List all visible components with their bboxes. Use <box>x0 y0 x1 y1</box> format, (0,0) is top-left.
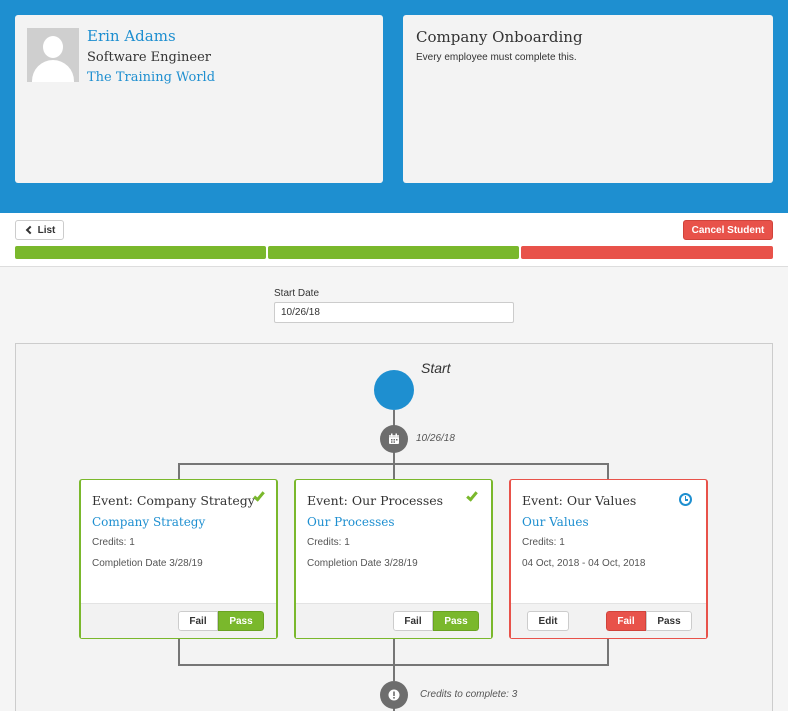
calendar-icon <box>389 433 399 444</box>
connector-line <box>178 664 609 666</box>
progress-segment-3 <box>521 246 773 259</box>
event-status <box>466 489 478 502</box>
fail-button[interactable]: Fail <box>606 611 646 631</box>
pass-button[interactable]: Pass <box>433 611 479 631</box>
clock-icon <box>679 493 692 506</box>
pass-fail-toggle: Fail Pass <box>178 611 264 631</box>
start-date-input[interactable] <box>274 302 514 323</box>
progress-segment-2 <box>268 246 519 259</box>
event-date-range: 04 Oct, 2018 - 04 Oct, 2018 <box>522 558 646 569</box>
course-card: Company Onboarding Every employee must c… <box>403 15 773 183</box>
fail-button[interactable]: Fail <box>178 611 218 631</box>
connector-line <box>607 638 609 665</box>
event-footer: Edit Fail Pass <box>511 603 706 638</box>
toolbar: List Cancel Student <box>0 213 788 267</box>
event-card-our-values: Event: Our Values Our Values Credits: 1 … <box>509 479 708 639</box>
pass-button[interactable]: Pass <box>646 611 692 631</box>
start-node <box>374 370 414 410</box>
start-label: Start <box>421 360 451 376</box>
student-role: Software Engineer <box>87 50 212 65</box>
event-credits: Credits: 1 <box>307 537 350 548</box>
credits-node-label: Credits to complete: 3 <box>420 689 518 700</box>
event-footer: Fail Pass <box>296 603 491 638</box>
connector-line <box>393 638 395 681</box>
event-title: Event: Company Strategy <box>92 493 255 508</box>
fail-button[interactable]: Fail <box>393 611 433 631</box>
check-icon <box>253 489 265 502</box>
event-status <box>253 489 265 502</box>
event-link[interactable]: Our Processes <box>307 515 395 529</box>
event-title: Event: Our Values <box>522 493 637 508</box>
event-completion-date: Completion Date 3/28/19 <box>307 558 418 569</box>
pass-button[interactable]: Pass <box>218 611 264 631</box>
connector-line <box>178 463 609 465</box>
alert-icon <box>388 689 400 701</box>
avatar <box>27 28 79 82</box>
list-button[interactable]: List <box>15 220 64 240</box>
check-icon <box>466 489 478 502</box>
student-organization[interactable]: The Training World <box>87 70 216 85</box>
credits-node <box>380 681 408 709</box>
avatar-body-icon <box>32 60 74 82</box>
progress-segment-1 <box>15 246 266 259</box>
course-title: Company Onboarding <box>416 28 583 46</box>
date-node <box>380 425 408 453</box>
list-button-label: List <box>37 224 56 236</box>
event-credits: Credits: 1 <box>522 537 565 548</box>
edit-button[interactable]: Edit <box>527 611 569 631</box>
student-name[interactable]: Erin Adams <box>87 27 176 45</box>
avatar-head-icon <box>43 36 63 58</box>
event-credits: Credits: 1 <box>92 537 135 548</box>
start-date-label: Start Date <box>274 288 320 299</box>
connector-line <box>607 463 609 480</box>
student-profile-card: Erin Adams Software Engineer The Trainin… <box>15 15 383 183</box>
event-footer: Fail Pass <box>81 603 276 638</box>
event-completion-date: Completion Date 3/28/19 <box>92 558 203 569</box>
course-description: Every employee must complete this. <box>416 52 577 63</box>
connector-line <box>178 463 180 480</box>
event-card-company-strategy: Event: Company Strategy Company Strategy… <box>79 479 278 639</box>
event-status <box>679 493 692 506</box>
date-node-label: 10/26/18 <box>416 433 455 444</box>
pass-fail-toggle: Fail Pass <box>606 611 692 631</box>
event-link[interactable]: Company Strategy <box>92 515 206 529</box>
connector-line <box>393 452 395 480</box>
chevron-left-icon <box>25 225 34 235</box>
cancel-student-button[interactable]: Cancel Student <box>683 220 773 240</box>
pass-fail-toggle: Fail Pass <box>393 611 479 631</box>
connector-line <box>393 410 395 430</box>
event-link[interactable]: Our Values <box>522 515 589 529</box>
event-card-our-processes: Event: Our Processes Our Processes Credi… <box>294 479 493 639</box>
event-title: Event: Our Processes <box>307 493 444 508</box>
connector-line <box>178 638 180 665</box>
